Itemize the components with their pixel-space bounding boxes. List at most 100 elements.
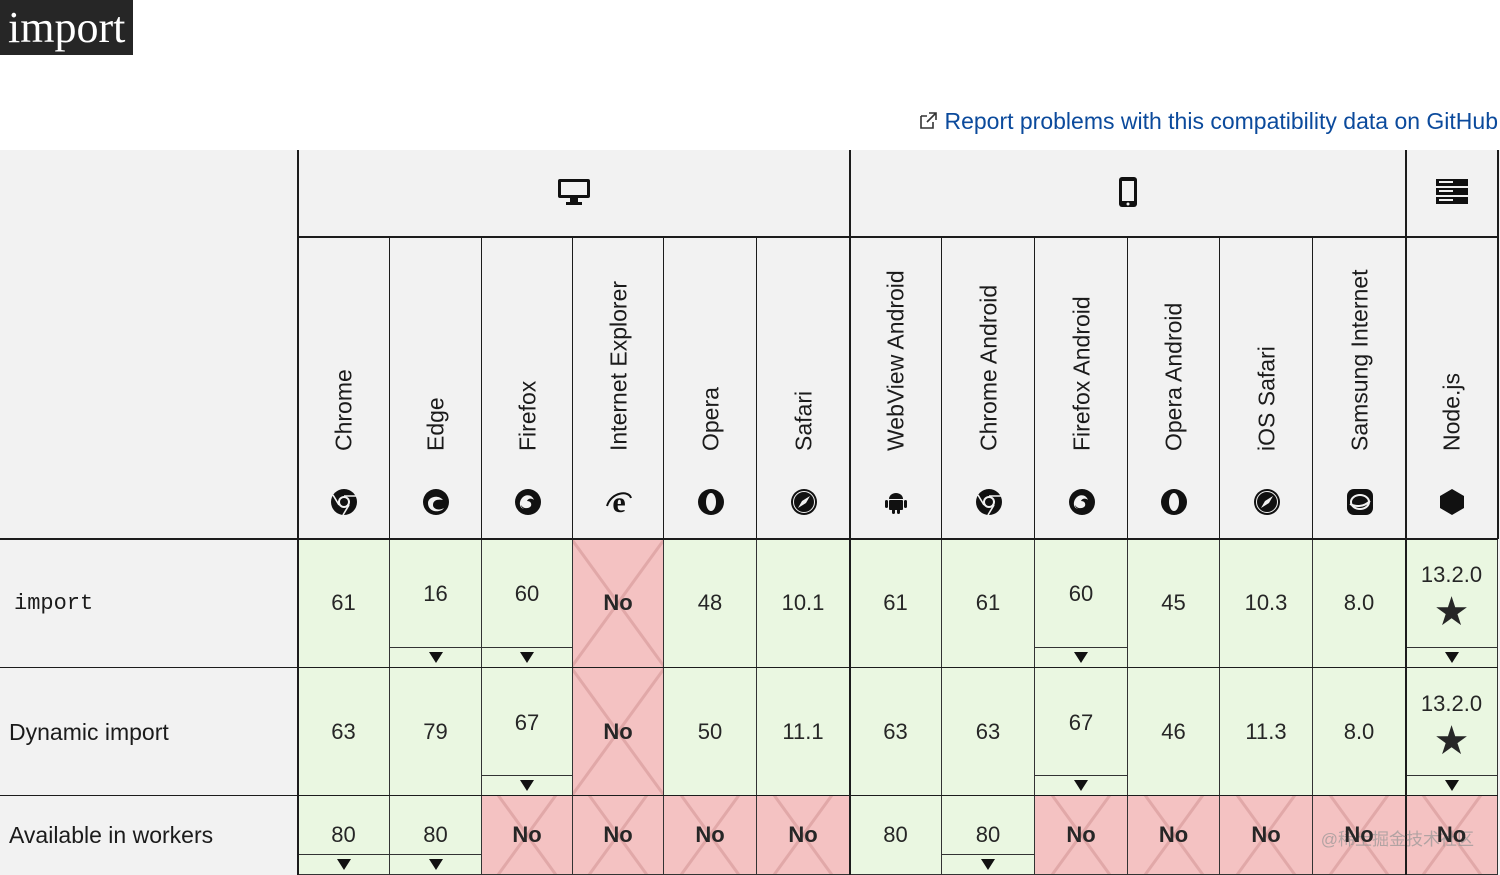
support-cell[interactable]: 13.2.0 ★ [1406, 539, 1498, 668]
chevron-down-icon [981, 857, 995, 873]
support-value: 16 [423, 581, 448, 606]
expand-toggle[interactable] [482, 647, 572, 667]
browser-name: Firefox [514, 380, 540, 451]
grid-line [1497, 150, 1499, 539]
support-cell[interactable]: 60 [1035, 539, 1128, 668]
firefox-icon [514, 488, 542, 516]
support-cell: No [573, 539, 664, 668]
expand-toggle[interactable] [298, 854, 389, 874]
support-value: No [1158, 822, 1189, 847]
edge-icon [422, 488, 450, 516]
expand-toggle[interactable] [942, 854, 1034, 874]
browser-header-opera-android: Opera Android [1128, 238, 1220, 538]
support-value: 61 [975, 590, 1001, 615]
browser-header-edge: Edge [390, 238, 482, 538]
support-cell[interactable]: 80 [298, 796, 390, 875]
firefox-icon [1068, 488, 1096, 516]
chevron-down-icon [520, 778, 534, 794]
browser-header-webview-android: WebView Android [850, 238, 942, 538]
support-cell[interactable]: 13.2.0 ★ [1406, 668, 1498, 796]
expand-toggle[interactable] [1035, 775, 1127, 795]
support-value: No [1344, 822, 1374, 847]
android-icon [882, 488, 910, 516]
samsung-icon [1346, 488, 1374, 516]
chevron-down-icon [1444, 650, 1459, 666]
support-value: 63 [975, 718, 1001, 744]
support-cell: No [1128, 796, 1220, 875]
grid-line [756, 238, 757, 538]
support-cell[interactable]: 67 [482, 668, 573, 796]
expand-toggle[interactable] [482, 775, 572, 795]
support-value: 80 [331, 822, 356, 847]
support-cell: No [1313, 796, 1406, 875]
chevron-down-icon [520, 650, 534, 666]
browser-header-chrome: Chrome [298, 238, 390, 538]
chevron-down-icon [1444, 778, 1459, 794]
support-value: 67 [1068, 709, 1094, 735]
browser-name: Edge [422, 397, 449, 451]
expand-toggle[interactable] [390, 647, 481, 667]
browser-name: Node.js [1438, 373, 1465, 451]
support-value: 48 [697, 590, 723, 615]
report-problems-link[interactable]: Report problems with this compatibility … [918, 104, 1498, 138]
support-value: 50 [697, 718, 723, 744]
support-value: No [512, 822, 542, 847]
support-cell[interactable]: 80 [390, 796, 482, 875]
support-cell: 10.1 [757, 539, 850, 668]
safari-icon [1253, 488, 1281, 516]
support-value: 63 [331, 718, 356, 744]
grid-line [0, 795, 1498, 796]
expand-toggle[interactable] [390, 854, 481, 874]
feature-label-1: Dynamic import [9, 718, 169, 745]
support-cell: 10.3 [1220, 539, 1313, 668]
browser-name: iOS Safari [1253, 346, 1279, 451]
support-value: 13.2.0 [1420, 562, 1483, 587]
support-cell: No [573, 668, 664, 796]
support-value: 80 [883, 822, 908, 847]
browser-name: Opera [697, 387, 723, 451]
support-cell: 50 [664, 668, 757, 796]
support-cell: No [1035, 796, 1128, 875]
chrome-icon [975, 488, 1003, 516]
browser-name: Firefox Android [1068, 296, 1094, 451]
support-value: No [603, 822, 633, 847]
support-value: 80 [975, 822, 1001, 847]
chevron-down-icon [428, 857, 443, 873]
browser-name: Opera Android [1160, 302, 1187, 451]
support-value: 45 [1161, 590, 1186, 615]
nodejs-icon [1438, 488, 1466, 516]
support-cell[interactable]: 67 [1035, 668, 1128, 796]
browser-header-ios-safari: iOS Safari [1220, 238, 1313, 538]
ie-icon: e [605, 486, 633, 519]
grid-line [941, 238, 942, 538]
support-cell: 45 [1128, 539, 1220, 668]
grid-line [1405, 150, 1407, 875]
support-cell: 11.1 [757, 668, 850, 796]
support-value: 46 [1161, 718, 1186, 744]
browser-name: Samsung Internet [1346, 269, 1372, 451]
grid-line [1312, 238, 1313, 538]
feature-label-2: Available in workers [9, 822, 214, 848]
expand-toggle[interactable] [1035, 647, 1127, 667]
support-cell[interactable]: 60 [482, 539, 573, 668]
grid-line [0, 538, 1498, 540]
grid-line [1034, 238, 1035, 538]
support-cell: 80 [850, 796, 942, 875]
support-cell[interactable]: 16 [390, 539, 482, 668]
support-cell: No [1220, 796, 1313, 875]
support-value: 10.3 [1244, 590, 1288, 615]
support-cell[interactable]: 80 [942, 796, 1035, 875]
expand-toggle[interactable] [1406, 775, 1497, 795]
support-value: No [603, 718, 633, 744]
chevron-down-icon [336, 857, 351, 873]
expand-toggle[interactable] [1406, 647, 1497, 667]
support-value: 60 [1068, 581, 1094, 606]
mobile-icon [1118, 176, 1138, 213]
support-cell: No [482, 796, 573, 875]
support-value: 8.0 [1343, 718, 1375, 744]
compat-table: Chrome Edge Firefox Internet Explorer e Opera… [0, 150, 1500, 875]
platform-desktop [298, 150, 850, 238]
page-title: import [0, 0, 134, 55]
support-value: 8.0 [1343, 590, 1375, 615]
support-value: 61 [331, 590, 356, 615]
